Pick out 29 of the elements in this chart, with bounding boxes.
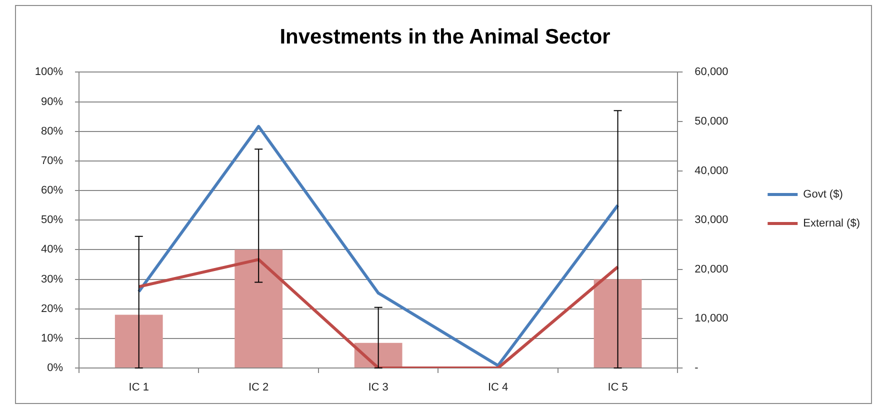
y2-tick-label: 40,000 — [694, 164, 728, 177]
x-tick-label: IC 4 — [488, 382, 508, 394]
y-tick-label: 90% — [40, 96, 64, 108]
y-tick-label: 100% — [34, 66, 64, 78]
y-tick-label: 20% — [40, 302, 64, 315]
x-tick-label: IC 1 — [128, 382, 149, 394]
legend-label: Govt ($) — [803, 188, 843, 201]
y2-tick-label: 60,000 — [694, 66, 728, 78]
y-tick-label: 80% — [40, 125, 64, 138]
chart-title: Investments in the Animal Sector — [280, 25, 610, 48]
y-tick-label: 10% — [40, 332, 64, 344]
y2-tick-label: - — [694, 362, 699, 374]
y-tick-label: 30% — [40, 273, 64, 286]
y2-tick-label: 10,000 — [694, 312, 728, 325]
x-tick-label: IC 3 — [368, 382, 388, 394]
x-tick-label: IC 2 — [248, 382, 269, 394]
y-tick-label: 60% — [40, 184, 64, 197]
y-tick-label: 70% — [40, 154, 64, 167]
bar — [594, 279, 642, 368]
y-tick-label: 0% — [47, 362, 64, 374]
y-tick-label: 50% — [40, 214, 64, 226]
y2-tick-label: 30,000 — [694, 214, 728, 226]
y-tick-label: 40% — [40, 244, 64, 256]
legend-label: External ($) — [803, 218, 860, 230]
bar — [114, 314, 163, 368]
y2-tick-label: 20,000 — [694, 263, 728, 276]
y2-tick-label: 50,000 — [694, 116, 728, 128]
x-tick-label: IC 5 — [608, 382, 628, 394]
bar — [234, 250, 283, 368]
